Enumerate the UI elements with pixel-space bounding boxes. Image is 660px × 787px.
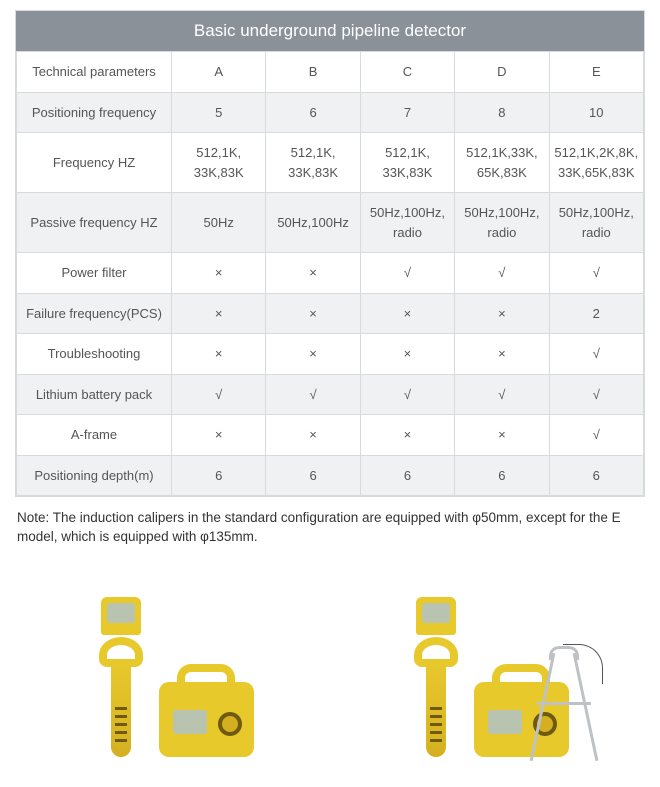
row-param: Failure frequency(PCS) [17, 293, 172, 334]
cell-value: 7 [360, 92, 454, 133]
cell-value: √ [455, 374, 549, 415]
column-header: A [172, 52, 266, 93]
cell-value: 512,1K, 33K,83K [172, 133, 266, 193]
spec-table: Technical parametersABCDE Positioning fre… [16, 51, 644, 496]
cell-value: 50Hz,100Hz, radio [360, 193, 454, 253]
cell-value: √ [455, 253, 549, 294]
cell-value: 50Hz,100Hz, radio [455, 193, 549, 253]
param-header: Technical parameters [17, 52, 172, 93]
footnote: Note: The induction calipers in the stan… [17, 509, 643, 547]
cell-value: × [360, 293, 454, 334]
cell-value: √ [549, 253, 643, 294]
cell-value: × [266, 293, 360, 334]
product-set-with-aframe [406, 597, 569, 757]
cell-value: √ [360, 253, 454, 294]
cell-value: × [455, 334, 549, 375]
row-param: A-frame [17, 415, 172, 456]
cell-value: √ [172, 374, 266, 415]
cell-value: √ [549, 374, 643, 415]
locator-device-icon [406, 597, 466, 757]
cell-value: 512,1K,33K, 65K,83K [455, 133, 549, 193]
row-param: Troubleshooting [17, 334, 172, 375]
cell-value: 512,1K, 33K,83K [360, 133, 454, 193]
cell-value: × [266, 415, 360, 456]
cell-value: × [266, 253, 360, 294]
cell-value: 50Hz [172, 193, 266, 253]
row-param: Lithium battery pack [17, 374, 172, 415]
cell-value: × [360, 334, 454, 375]
cell-value: × [360, 415, 454, 456]
cell-value: × [172, 253, 266, 294]
cell-value: √ [360, 374, 454, 415]
cell-value: 6 [172, 455, 266, 496]
cell-value: √ [266, 374, 360, 415]
cell-value: 50Hz,100Hz [266, 193, 360, 253]
cell-value: 6 [266, 92, 360, 133]
row-param: Passive frequency HZ [17, 193, 172, 253]
cell-value: 512,1K, 33K,83K [266, 133, 360, 193]
cell-value: √ [549, 415, 643, 456]
cell-value: 2 [549, 293, 643, 334]
locator-device-icon [91, 597, 151, 757]
cell-value: 10 [549, 92, 643, 133]
product-set-basic [91, 597, 254, 757]
table-title: Basic underground pipeline detector [16, 11, 644, 51]
transmitter-device-icon [159, 682, 254, 757]
cell-value: 5 [172, 92, 266, 133]
cell-value: √ [549, 334, 643, 375]
cell-value: 6 [360, 455, 454, 496]
column-header: E [549, 52, 643, 93]
spec-table-container: Basic underground pipeline detector Tech… [15, 10, 645, 497]
column-header: C [360, 52, 454, 93]
product-images-row [15, 597, 645, 777]
cell-value: 50Hz,100Hz, radio [549, 193, 643, 253]
cell-value: 6 [549, 455, 643, 496]
row-param: Positioning frequency [17, 92, 172, 133]
cell-value: × [266, 334, 360, 375]
cell-value: 8 [455, 92, 549, 133]
cell-value: × [172, 415, 266, 456]
cell-value: × [172, 293, 266, 334]
a-frame-icon [529, 652, 599, 762]
cell-value: 6 [455, 455, 549, 496]
row-param: Positioning depth(m) [17, 455, 172, 496]
cell-value: × [455, 415, 549, 456]
cell-value: × [455, 293, 549, 334]
column-header: B [266, 52, 360, 93]
row-param: Power filter [17, 253, 172, 294]
cell-value: × [172, 334, 266, 375]
cell-value: 512,1K,2K,8K, 33K,65K,83K [549, 133, 643, 193]
cell-value: 6 [266, 455, 360, 496]
row-param: Frequency HZ [17, 133, 172, 193]
column-header: D [455, 52, 549, 93]
